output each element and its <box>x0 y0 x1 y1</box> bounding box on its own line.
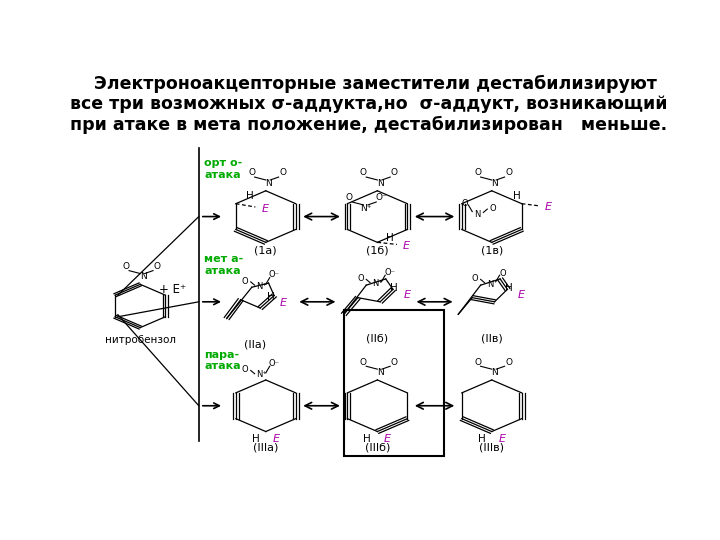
Text: E: E <box>403 291 410 300</box>
Text: H: H <box>505 284 513 293</box>
Text: O: O <box>462 199 468 208</box>
Text: N: N <box>474 210 481 219</box>
Text: O: O <box>357 274 364 283</box>
Text: O⁻: O⁻ <box>376 193 387 202</box>
Text: H: H <box>252 434 260 444</box>
Text: N: N <box>487 280 493 289</box>
Text: (IIб): (IIб) <box>366 333 388 343</box>
Text: нитробензол: нитробензол <box>104 335 176 346</box>
Text: E: E <box>384 434 391 444</box>
Text: + E⁺: + E⁺ <box>159 283 186 296</box>
Bar <box>344 310 444 456</box>
Text: O: O <box>346 193 353 202</box>
Text: O: O <box>242 365 248 374</box>
Text: H: H <box>513 191 521 201</box>
Text: N⁺: N⁺ <box>361 204 372 213</box>
Text: мет а-
атака: мет а- атака <box>204 254 243 275</box>
Text: O: O <box>505 357 512 367</box>
Text: (1в): (1в) <box>481 246 503 256</box>
Text: N: N <box>377 179 384 188</box>
Text: O: O <box>248 168 256 178</box>
Text: H: H <box>478 434 485 444</box>
Text: H: H <box>267 292 275 302</box>
Text: O: O <box>391 168 397 178</box>
Text: O: O <box>360 357 367 367</box>
Text: N⁺: N⁺ <box>256 370 267 379</box>
Text: O: O <box>279 168 286 178</box>
Text: O⁻: O⁻ <box>269 271 279 279</box>
Text: (IIIб): (IIIб) <box>365 442 390 452</box>
Text: пара-
атака: пара- атака <box>204 349 241 371</box>
Text: O⁻: O⁻ <box>269 359 279 368</box>
Text: (IIв): (IIв) <box>481 333 503 343</box>
Text: O: O <box>472 274 478 283</box>
Text: при атаке в мета положение, дестабилизирован   меньше.: при атаке в мета положение, дестабилизир… <box>71 116 667 134</box>
Text: H: H <box>364 434 372 444</box>
Text: N: N <box>491 368 498 377</box>
Text: (1а): (1а) <box>254 246 277 256</box>
Text: Электроноакцепторные заместители дестабилизируют: Электроноакцепторные заместители дестаби… <box>81 75 657 93</box>
Text: N⁺: N⁺ <box>372 279 383 288</box>
Text: E: E <box>545 202 552 212</box>
Text: O: O <box>505 168 512 178</box>
Text: E: E <box>498 434 505 444</box>
Text: N⁺: N⁺ <box>256 281 267 291</box>
Text: O: O <box>474 168 481 178</box>
Text: N: N <box>377 368 384 377</box>
Text: E: E <box>261 204 269 214</box>
Text: E: E <box>403 241 410 251</box>
Text: N: N <box>140 272 146 281</box>
Text: H: H <box>386 233 394 243</box>
Text: E: E <box>518 291 525 300</box>
Text: H: H <box>390 284 398 293</box>
Text: O⁻: O⁻ <box>384 268 395 277</box>
Text: E: E <box>272 434 279 444</box>
Text: O: O <box>153 262 161 271</box>
Text: O: O <box>242 276 248 286</box>
Text: орт о-
атака: орт о- атака <box>204 158 243 180</box>
Text: O: O <box>474 357 481 367</box>
Text: (IIIв): (IIIв) <box>480 442 504 452</box>
Text: O: O <box>391 357 397 367</box>
Text: H: H <box>246 191 253 201</box>
Text: O: O <box>123 262 130 271</box>
Text: (IIа): (IIа) <box>243 340 266 349</box>
Text: O: O <box>500 269 506 278</box>
Text: все три возможных σ-аддукта,но  σ-аддукт, возникающий: все три возможных σ-аддукта,но σ-аддукт,… <box>71 94 667 113</box>
Text: (IIIа): (IIIа) <box>253 442 279 452</box>
Text: O: O <box>360 168 367 178</box>
Text: O: O <box>490 204 496 213</box>
Text: (1б): (1б) <box>366 246 389 256</box>
Text: N: N <box>265 179 272 188</box>
Text: N: N <box>491 179 498 188</box>
Text: E: E <box>280 298 287 308</box>
